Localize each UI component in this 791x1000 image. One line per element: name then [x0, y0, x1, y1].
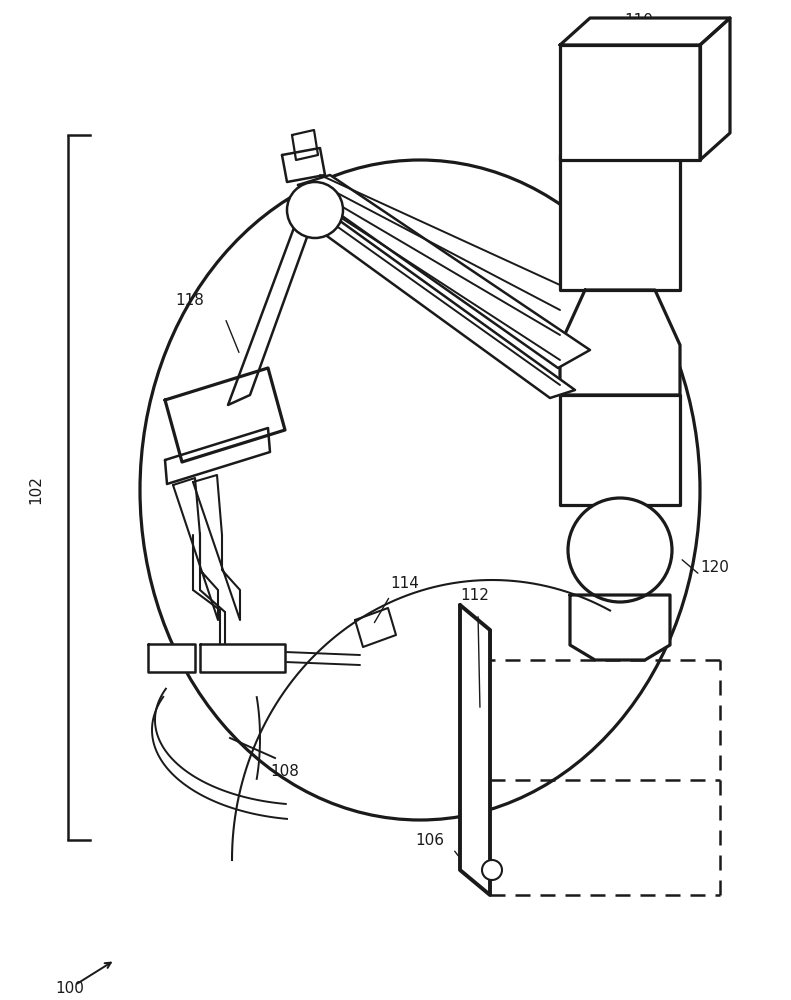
- Polygon shape: [228, 215, 315, 405]
- Polygon shape: [700, 18, 730, 160]
- Polygon shape: [148, 644, 195, 672]
- Text: 118: 118: [175, 293, 204, 308]
- Polygon shape: [560, 395, 680, 505]
- Polygon shape: [560, 45, 700, 160]
- Polygon shape: [560, 155, 680, 290]
- Text: 102: 102: [28, 476, 43, 504]
- Polygon shape: [570, 595, 670, 660]
- Text: 110: 110: [624, 13, 653, 28]
- Polygon shape: [292, 130, 318, 160]
- Polygon shape: [165, 428, 270, 484]
- Circle shape: [287, 182, 343, 238]
- Polygon shape: [200, 644, 285, 672]
- Polygon shape: [460, 605, 490, 895]
- Ellipse shape: [140, 160, 700, 820]
- Polygon shape: [560, 290, 680, 395]
- Text: 120: 120: [700, 560, 729, 575]
- Text: 108: 108: [270, 764, 299, 779]
- Circle shape: [482, 860, 502, 880]
- Polygon shape: [560, 18, 730, 45]
- Circle shape: [568, 498, 672, 602]
- Text: 106: 106: [415, 833, 444, 848]
- Polygon shape: [298, 175, 590, 368]
- Polygon shape: [165, 368, 285, 462]
- Polygon shape: [298, 208, 575, 398]
- Polygon shape: [282, 148, 325, 182]
- Text: 112: 112: [460, 588, 489, 603]
- Text: 114: 114: [390, 576, 419, 591]
- Text: 100: 100: [55, 981, 84, 996]
- Polygon shape: [355, 608, 396, 647]
